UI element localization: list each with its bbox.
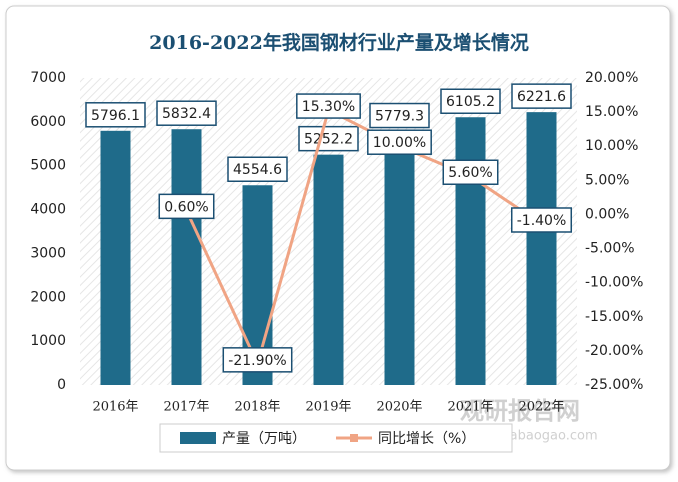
line-label-box bbox=[222, 347, 293, 373]
line-label-box bbox=[296, 93, 361, 119]
line-label-group: -21.90% bbox=[222, 347, 293, 373]
bar-label: 6221.6 bbox=[517, 89, 566, 105]
line-label-group: 5.60% bbox=[442, 159, 499, 185]
y2-tick-label: 5.00% bbox=[585, 172, 629, 188]
legend-label: 同比增长（%） bbox=[378, 431, 475, 447]
chart-title: 2016-2022年我国钢材行业产量及增长情况 bbox=[149, 31, 529, 54]
line-label-box bbox=[510, 207, 573, 233]
bar-label-box bbox=[227, 156, 288, 182]
y2-tick-label: 15.00% bbox=[585, 104, 638, 120]
x-tick-label: 2020年 bbox=[376, 400, 422, 415]
line-label: -21.90% bbox=[228, 353, 286, 369]
y-tick-label: 2000 bbox=[30, 289, 66, 305]
line-label: 0.60% bbox=[164, 199, 208, 215]
line-label: 5.60% bbox=[448, 165, 492, 181]
bar bbox=[384, 131, 415, 385]
x-tick-label: 2022年 bbox=[518, 400, 564, 415]
bar bbox=[171, 129, 202, 385]
legend-swatch bbox=[180, 432, 216, 444]
bar bbox=[100, 130, 131, 385]
bar-label-group: 6221.6 bbox=[511, 83, 572, 109]
watermark: 观研报告网 bbox=[460, 397, 580, 425]
y2-tick-label: -10.00% bbox=[585, 275, 643, 291]
x-tick-label: 2016年 bbox=[92, 400, 138, 415]
y-tick-label: 6000 bbox=[30, 114, 66, 130]
bar-label-box bbox=[369, 102, 430, 129]
y-tick-label: 7000 bbox=[30, 70, 66, 86]
line-label-group: 0.60% bbox=[158, 193, 215, 220]
y-tick-label: 0 bbox=[57, 377, 66, 393]
legend-swatch-marker bbox=[350, 434, 358, 442]
bar-label: 4554.6 bbox=[233, 162, 282, 178]
line-label: 10.00% bbox=[373, 135, 426, 151]
bar-label-box bbox=[511, 83, 572, 109]
y-tick-label: 1000 bbox=[30, 333, 66, 349]
bar-label-group: 5252.2 bbox=[298, 125, 359, 152]
bar-label-group: 6105.2 bbox=[440, 88, 501, 114]
bar-label-group: 5796.1 bbox=[85, 102, 146, 128]
line-label-box bbox=[442, 159, 499, 185]
bar-label-box bbox=[156, 100, 217, 126]
bar-label-box bbox=[298, 125, 359, 152]
x-tick-label: 2021年 bbox=[447, 400, 493, 415]
line-label: -1.40% bbox=[517, 213, 567, 229]
bar-label: 5779.3 bbox=[375, 109, 424, 125]
line-label: 15.30% bbox=[302, 99, 355, 115]
x-tick-label: 2019年 bbox=[305, 400, 351, 415]
line-label-group: 15.30% bbox=[296, 93, 361, 119]
legend-label: 产量（万吨） bbox=[222, 431, 306, 447]
y-tick-label: 3000 bbox=[30, 245, 66, 261]
bar-label-group: 5832.4 bbox=[156, 100, 217, 126]
line-label-group: 10.00% bbox=[367, 129, 432, 155]
bar bbox=[313, 154, 344, 385]
bar-label-box bbox=[440, 88, 501, 114]
y-tick-label: 5000 bbox=[30, 158, 66, 174]
y2-tick-label: 20.00% bbox=[585, 70, 638, 86]
y-tick-label: 4000 bbox=[30, 202, 66, 218]
bar-label: 5796.1 bbox=[91, 108, 140, 124]
bar-label: 6105.2 bbox=[446, 94, 495, 110]
y2-tick-label: -5.00% bbox=[585, 241, 635, 257]
x-tick-label: 2018年 bbox=[234, 400, 280, 415]
y2-tick-label: -15.00% bbox=[585, 309, 643, 325]
bar bbox=[455, 117, 486, 385]
bar bbox=[526, 112, 557, 385]
y2-tick-label: 10.00% bbox=[585, 138, 638, 154]
bar-label-group: 4554.6 bbox=[227, 156, 288, 182]
bar-label-group: 5779.3 bbox=[369, 102, 430, 129]
line-label-box bbox=[367, 129, 432, 155]
y2-tick-label: 0.00% bbox=[585, 206, 629, 222]
bar-label: 5832.4 bbox=[162, 106, 211, 122]
y2-tick-label: -25.00% bbox=[585, 377, 643, 393]
bar-label-box bbox=[85, 102, 146, 128]
line-label-box bbox=[158, 193, 215, 220]
line-label-group: -1.40% bbox=[510, 207, 573, 233]
x-tick-label: 2017年 bbox=[163, 400, 209, 415]
y2-tick-label: -20.00% bbox=[585, 343, 643, 359]
bar-label: 5252.2 bbox=[304, 132, 353, 148]
